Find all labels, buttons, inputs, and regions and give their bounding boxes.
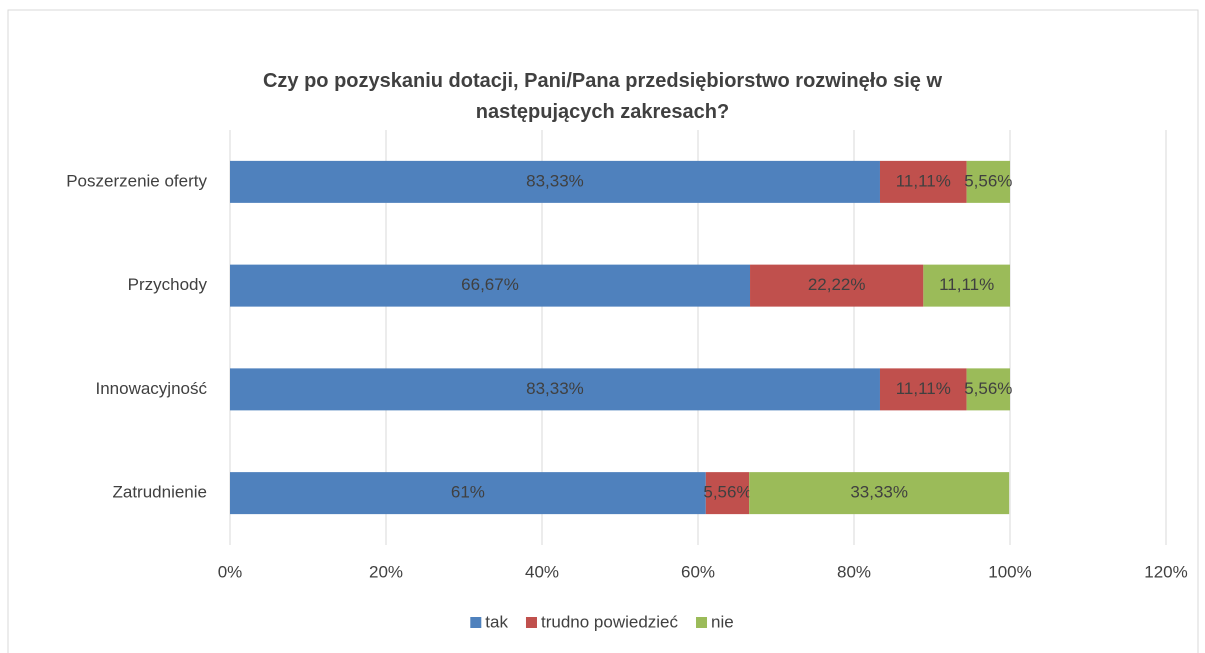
y-tick-label: Przychody [128,275,208,294]
y-tick-label: Poszerzenie oferty [66,171,207,190]
bar-segment [230,264,751,307]
data-label: 11,11% [939,275,994,294]
bar-segment [230,472,706,515]
x-tick-label: 100% [988,562,1031,581]
bar-segment [879,368,967,411]
y-tick-label: Innowacyjność [95,379,207,398]
legend-label: trudno powiedzieć [541,612,679,631]
bar-segment [923,264,1010,307]
bar-segment [879,160,967,203]
legend-label: nie [711,612,734,631]
bar-segment [966,160,1010,203]
x-tick-label: 120% [1144,562,1187,581]
x-tick-label: 20% [369,562,403,581]
chart-title: Czy po pozyskaniu dotacji, Pani/Pana prz… [262,70,943,123]
legend-swatch [696,617,708,628]
data-label: 5,56% [964,171,1012,190]
data-label: 66,67% [461,275,519,294]
data-label: 22,22% [808,275,866,294]
bar-segment [750,264,924,307]
y-tick-label: Zatrudnienie [112,483,207,502]
chart-frame [7,9,1199,653]
data-label: 61% [451,483,485,502]
legend-swatch [470,617,482,628]
data-label: 5,56% [703,483,751,502]
bar-segment [705,472,750,515]
data-label: 83,33% [526,379,584,398]
bar-segment [749,472,1010,515]
x-tick-label: 0% [218,562,243,581]
data-label: 5,56% [964,379,1012,398]
bar-segment [230,160,880,203]
data-label: 11,11% [896,171,951,190]
legend-label: tak [485,612,508,631]
legend-swatch [525,617,537,628]
data-label: 33,33% [850,483,908,502]
bar-segment [966,368,1010,411]
data-label: 11,11% [896,379,951,398]
data-label: 83,33% [526,171,584,190]
x-tick-label: 40% [525,562,559,581]
x-tick-label: 60% [681,562,715,581]
bar-segment [230,368,880,411]
x-tick-label: 80% [837,562,871,581]
